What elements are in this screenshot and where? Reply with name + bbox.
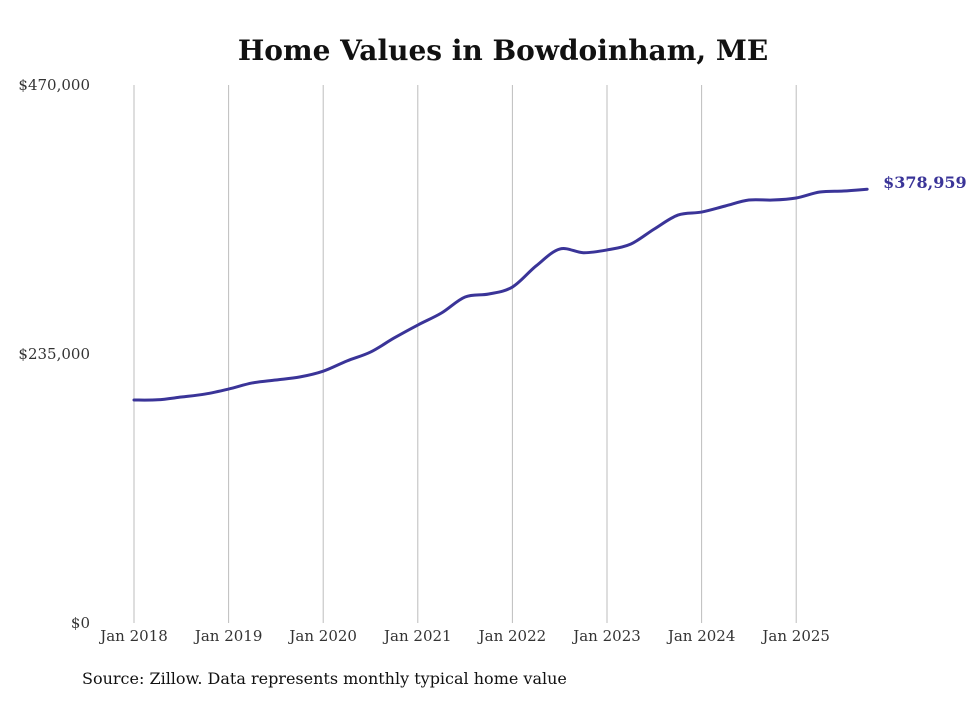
end-value-label: $378,959 <box>883 173 967 192</box>
x-tick-label: Jan 2018 <box>98 627 168 645</box>
y-tick-label: $470,000 <box>18 76 90 94</box>
x-tick-label: Jan 2021 <box>382 627 452 645</box>
x-tick-label: Jan 2020 <box>287 627 357 645</box>
x-tick-label: Jan 2025 <box>760 627 830 645</box>
source-note: Source: Zillow. Data represents monthly … <box>82 669 567 688</box>
x-tick-label: Jan 2019 <box>193 627 263 645</box>
chart-title: Home Values in Bowdoinham, ME <box>238 34 768 67</box>
x-tick-label: Jan 2024 <box>666 627 736 645</box>
y-tick-label: $0 <box>71 614 90 632</box>
x-tick-label: Jan 2022 <box>477 627 547 645</box>
series-line <box>132 187 869 402</box>
x-tick-label: Jan 2023 <box>571 627 641 645</box>
y-tick-label: $235,000 <box>18 345 90 363</box>
